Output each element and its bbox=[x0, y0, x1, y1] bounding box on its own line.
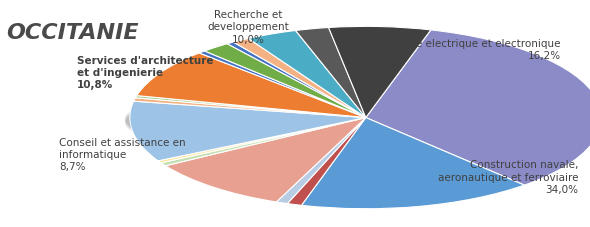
Ellipse shape bbox=[125, 86, 590, 156]
Text: Conseil et assistance en
informatique
8,7%: Conseil et assistance en informatique 8,… bbox=[59, 137, 186, 172]
Wedge shape bbox=[248, 31, 366, 118]
Wedge shape bbox=[301, 118, 525, 209]
Wedge shape bbox=[227, 43, 366, 118]
Text: Services d'architecture
et d'ingenierie
10,8%: Services d'architecture et d'ingenierie … bbox=[0, 226, 1, 227]
Ellipse shape bbox=[125, 85, 590, 155]
Text: OCCITANIE: OCCITANIE bbox=[6, 23, 139, 43]
Text: Industrie electrique et electronique
16,2%: Industrie electrique et electronique 16,… bbox=[376, 39, 560, 61]
Wedge shape bbox=[130, 102, 366, 161]
Wedge shape bbox=[199, 52, 366, 118]
Ellipse shape bbox=[125, 87, 590, 157]
Text: Recherche et
developpement
10,0%: Recherche et developpement 10,0% bbox=[0, 226, 1, 227]
Wedge shape bbox=[366, 31, 590, 185]
Wedge shape bbox=[296, 28, 366, 118]
Ellipse shape bbox=[125, 84, 590, 154]
Ellipse shape bbox=[125, 85, 590, 155]
Wedge shape bbox=[205, 44, 366, 118]
Wedge shape bbox=[276, 118, 366, 204]
Wedge shape bbox=[233, 39, 366, 118]
Ellipse shape bbox=[125, 86, 590, 157]
Text: Conseil et assistance en
informatique
8,7%: Conseil et assistance en informatique 8,… bbox=[0, 226, 1, 227]
Wedge shape bbox=[158, 118, 366, 163]
Text: Industrie electrique et electronique
16,2%: Industrie electrique et electronique 16,… bbox=[0, 226, 1, 227]
Wedge shape bbox=[137, 54, 366, 118]
Text: Construction navale,
aeronautique et ferroviaire
34,0%: Construction navale, aeronautique et fer… bbox=[0, 226, 1, 227]
Wedge shape bbox=[329, 27, 431, 118]
Text: Construction navale,
aeronautique et ferroviaire
34,0%: Construction navale, aeronautique et fer… bbox=[438, 160, 578, 194]
Wedge shape bbox=[287, 118, 366, 205]
Wedge shape bbox=[134, 98, 366, 118]
Wedge shape bbox=[161, 118, 366, 166]
Ellipse shape bbox=[125, 83, 590, 154]
Ellipse shape bbox=[125, 87, 590, 158]
Ellipse shape bbox=[125, 88, 590, 158]
Wedge shape bbox=[165, 118, 366, 202]
Text: Services d'architecture
et d'ingenierie
10,8%: Services d'architecture et d'ingenierie … bbox=[77, 55, 213, 90]
Wedge shape bbox=[135, 96, 366, 118]
Ellipse shape bbox=[125, 89, 590, 159]
Text: Recherche et
developpement
10,0%: Recherche et developpement 10,0% bbox=[207, 10, 289, 44]
Ellipse shape bbox=[125, 84, 590, 155]
Ellipse shape bbox=[125, 88, 590, 158]
